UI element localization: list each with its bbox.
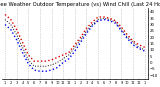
Title: Milwaukee Weather Outdoor Temperature (vs) Wind Chill (Last 24 Hours): Milwaukee Weather Outdoor Temperature (v… [0,2,160,7]
